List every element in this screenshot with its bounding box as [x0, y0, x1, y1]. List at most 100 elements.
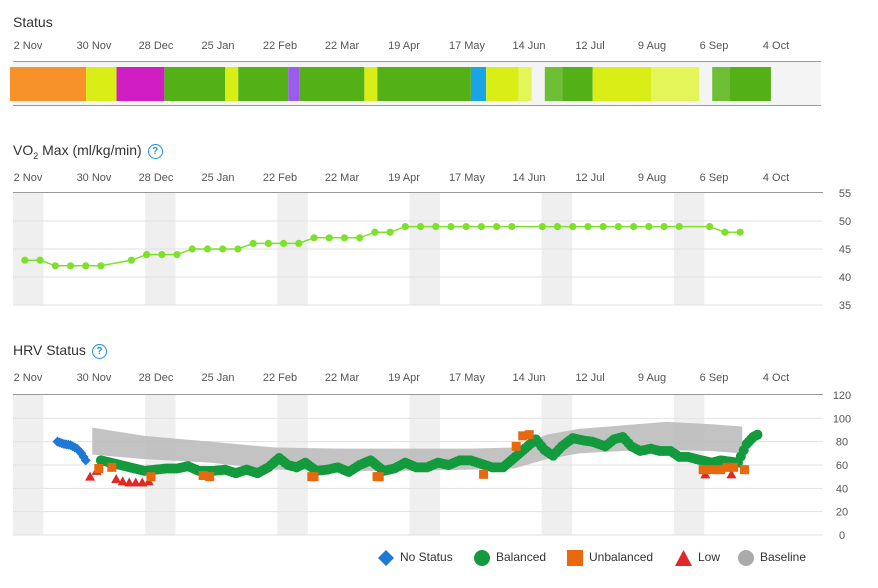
vo2-point — [21, 256, 29, 264]
legend-unbalanced-label: Unbalanced — [589, 550, 654, 565]
hrv-chart: 2 Nov 30 Nov 28 Dec 25 Jan 22 Feb 22 Mar 19 Ap… — [13, 372, 851, 542]
y-tick-label: 0 — [839, 530, 845, 542]
x-tick-label: 22 Feb — [263, 40, 297, 52]
hrv-unbalanced-point — [205, 472, 215, 482]
hrv-unbalanced-point — [146, 472, 156, 482]
status-segment — [86, 67, 117, 101]
x-tick-label: 28 Dec — [139, 40, 174, 52]
x-tick-label: 19 Apr — [388, 172, 420, 184]
status-segment — [712, 67, 730, 101]
x-tick-label: 19 Apr — [388, 372, 420, 384]
vo2-title-sub: 2 — [33, 150, 39, 161]
vo2-point — [660, 223, 668, 231]
legend-unbalanced[interactable]: Unbalanced — [567, 550, 653, 566]
vo2-help-icon[interactable]: ? — [147, 144, 163, 159]
x-tick-label: 2 Nov — [14, 372, 43, 384]
hrv-help-icon[interactable]: ? — [91, 344, 107, 359]
circle-icon — [738, 550, 754, 566]
y-tick-label: 55 — [839, 188, 851, 200]
vo2-point — [279, 239, 288, 247]
vo2-point — [584, 223, 592, 231]
vo2-point — [416, 223, 425, 231]
x-tick-label: 9 Aug — [638, 372, 666, 384]
legend-no-status[interactable]: No Status — [378, 550, 453, 566]
vo2-point — [66, 262, 75, 270]
vo2-point — [432, 223, 440, 231]
y-tick-label: 40 — [836, 483, 848, 495]
x-tick-label: 14 Jun — [512, 172, 545, 184]
x-tick-label: 22 Feb — [263, 372, 297, 384]
x-tick-label: 4 Oct — [763, 372, 789, 384]
vo2-point — [401, 223, 409, 231]
status-segment — [299, 67, 365, 101]
legend-baseline-label: Baseline — [760, 550, 807, 565]
x-tick-label: 25 Jan — [201, 40, 234, 52]
x-tick-label: 9 Aug — [638, 172, 666, 184]
x-tick-label: 22 Feb — [263, 172, 297, 184]
status-segment — [225, 67, 239, 101]
vo2-chart: 2 Nov 30 Nov 28 Dec 25 Jan 22 Feb 22 Mar 19 Ap… — [13, 172, 851, 312]
legend-balanced-label: Balanced — [496, 550, 547, 565]
hrv-unbalanced-point — [198, 471, 208, 480]
hrv-unbalanced-point — [309, 472, 319, 482]
x-tick-label: 30 Nov — [77, 172, 112, 184]
x-tick-label: 28 Dec — [139, 372, 174, 384]
hrv-unbalanced-point — [511, 441, 521, 451]
vo2-point — [508, 223, 516, 231]
vo2-point — [493, 223, 501, 231]
hrv-unbalanced-point — [729, 462, 739, 472]
vo2-title-prefix: VO — [13, 142, 34, 158]
vo2-point — [295, 239, 303, 247]
vo2-point — [340, 234, 349, 242]
vo2-point — [97, 262, 105, 270]
vo2-point — [736, 228, 744, 236]
x-tick-label: 6 Sep — [700, 372, 729, 384]
x-tick-label: 14 Jun — [512, 40, 545, 52]
vo2-point — [82, 262, 90, 270]
x-tick-label: 4 Oct — [763, 172, 789, 184]
vo2-point — [127, 256, 135, 264]
hrv-unbalanced-point — [698, 465, 708, 475]
legend-baseline[interactable]: Baseline — [738, 550, 806, 566]
status-title: Status — [13, 14, 53, 30]
vo2-point — [447, 223, 455, 231]
x-tick-label: 22 Mar — [325, 372, 360, 384]
x-tick-label: 2 Nov — [14, 172, 43, 184]
legend-low[interactable]: Low — [675, 550, 720, 566]
hrv-unbalanced-point — [739, 465, 749, 475]
vo2-point — [51, 262, 59, 270]
vo2-point — [310, 234, 318, 242]
vo2-point — [158, 251, 166, 259]
hrv-no-status-point — [76, 448, 87, 459]
y-tick-label: 80 — [836, 437, 848, 449]
vo2-point — [675, 223, 683, 231]
hrv-low-point — [111, 474, 122, 483]
status-segment — [651, 67, 700, 101]
legend-balanced[interactable]: Balanced — [474, 550, 546, 566]
status-segment — [116, 67, 165, 101]
hrv-unbalanced-point — [722, 462, 732, 472]
hrv-unbalanced-point — [107, 462, 117, 472]
vo2-point — [234, 245, 242, 253]
vo2-point — [645, 223, 653, 231]
hrv-unbalanced-point — [524, 430, 534, 440]
status-segment — [518, 67, 532, 101]
vo2-point — [477, 223, 486, 231]
vo2-point — [356, 234, 364, 242]
y-tick-label: 50 — [839, 216, 851, 228]
y-tick-label: 40 — [839, 272, 851, 284]
vo2-point — [264, 239, 272, 247]
vo2-point — [371, 228, 379, 236]
status-segment — [486, 67, 519, 101]
x-tick-label: 14 Jun — [512, 372, 545, 384]
status-segment — [592, 67, 652, 101]
x-tick-label: 17 May — [449, 40, 486, 52]
vo2-point — [706, 223, 714, 231]
hrv-unbalanced-point — [707, 465, 717, 475]
vo2-point — [721, 228, 729, 236]
vo2-point — [538, 223, 546, 231]
hrv-title-text: HRV Status — [13, 342, 86, 358]
hrv-low-point — [124, 477, 135, 487]
y-tick-label: 60 — [836, 460, 848, 472]
y-tick-label: 120 — [833, 390, 851, 402]
